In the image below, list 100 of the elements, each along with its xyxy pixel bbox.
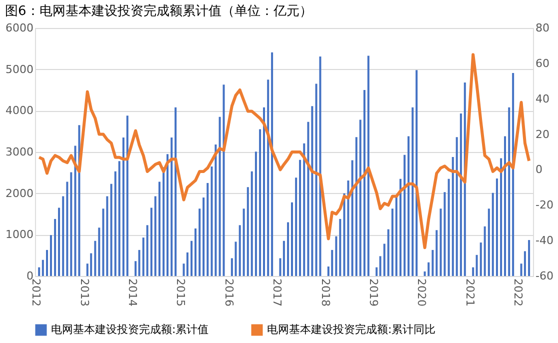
bar [234,242,237,276]
x-tick-label: 2020 [415,278,428,306]
bar [150,208,152,276]
bar [263,107,266,276]
bar [440,208,442,276]
y2-tick-label: -20 [536,198,554,212]
bar [290,202,293,276]
chart-title: 图6：电网基本建设投资完成额累计值（单位：亿元） [5,3,312,19]
bar [279,258,282,276]
x-tick-label: 2014 [126,278,139,306]
bar [303,143,306,276]
line-series [38,53,531,250]
bar [299,160,302,276]
x-tick-label: 2018 [318,278,332,306]
bar [134,261,137,276]
bar [311,106,314,276]
bar [90,253,92,276]
bar [508,107,510,276]
bar [524,251,526,276]
bar [500,158,502,276]
bar [46,250,48,276]
bar [480,242,482,276]
y2-tick-label: 40 [536,92,550,106]
bar [50,235,52,276]
bar [186,252,188,276]
bar [102,208,104,276]
bar [512,73,514,276]
bar [206,183,209,276]
x-tick-label: 2019 [367,278,380,306]
bar [138,250,140,276]
bar [194,228,196,276]
bar [359,120,362,276]
bar [428,262,430,276]
bar [94,240,96,276]
bar [416,70,418,276]
bar [190,240,193,276]
bar [331,250,334,276]
bar [246,187,249,276]
bar [295,178,298,276]
bar [444,192,446,276]
bar [230,258,233,276]
bar [528,240,530,276]
bar [432,250,434,276]
bar [78,125,80,276]
bar [351,160,354,276]
bar [492,192,494,276]
bar [476,254,478,276]
bar [114,171,116,276]
bar [395,195,398,276]
x-tick-label: 2017 [270,278,284,306]
y2-tick-label: 80 [536,22,550,34]
x-tick-label: 2015 [174,278,188,306]
bar [408,136,410,276]
bar [58,208,60,276]
bar [271,52,274,276]
bar [335,236,338,276]
bar [250,171,253,276]
x-tick-label: 2013 [78,278,91,306]
bar [399,178,402,276]
bar [367,56,370,276]
bar [504,136,506,276]
bar [259,129,262,276]
bar [488,208,490,276]
bar [146,225,148,276]
bar [383,244,386,276]
bar [452,156,454,276]
bar [174,107,177,276]
y2-tick-label: -60 [536,270,554,282]
bar [282,240,285,276]
legend-label: 电网基本建设投资完成额:累计同比 [267,323,436,336]
legend-label: 电网基本建设投资完成额:累计值 [51,323,209,336]
bar [126,116,128,276]
bar [198,208,201,276]
bar [98,228,100,276]
bar [214,144,217,276]
bar [339,218,342,276]
bar [404,154,406,276]
bar [472,267,474,276]
bar [66,182,68,276]
bar [387,229,390,276]
bar [154,196,156,276]
y-tick-label: 5000 [6,62,34,76]
bar [142,238,144,276]
y-tick-label: 4000 [6,104,34,118]
y2-tick-label: -40 [536,234,554,248]
bar [166,154,169,276]
x-tick-label: 2016 [222,278,236,306]
bar [54,218,56,276]
bar [319,56,322,276]
x-tick-label: 2022 [512,278,525,306]
bar [355,137,358,276]
y-tick-label: 3000 [6,146,34,158]
bar [448,178,450,276]
bar [436,230,438,276]
bar [158,182,160,276]
bar [202,197,205,276]
bar [267,80,270,276]
bar [222,84,225,276]
y2-tick-label: 60 [536,56,550,70]
bar [42,260,44,276]
